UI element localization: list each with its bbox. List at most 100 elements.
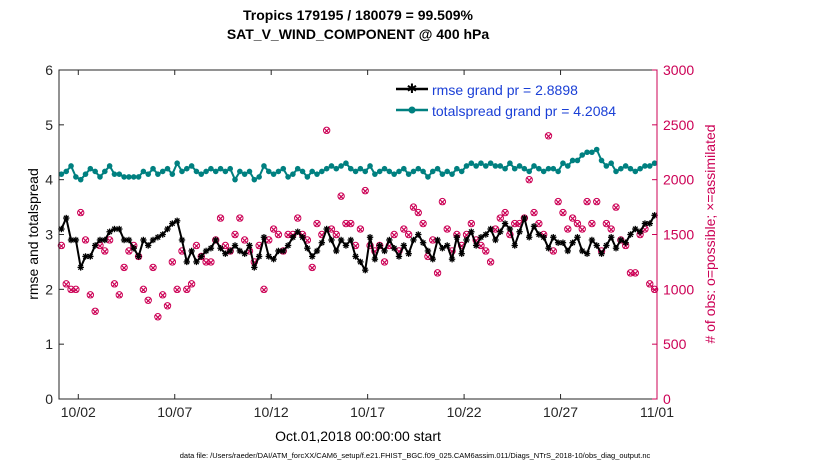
obs-assimilated-stroke	[381, 259, 388, 266]
obs-assimilated-marker	[323, 128, 330, 134]
totalspread-point	[280, 165, 287, 172]
rmse-point-stroke	[642, 220, 648, 227]
rmse-point-stroke	[569, 239, 576, 246]
rmse-point	[212, 236, 219, 244]
obs-assimilated-stroke	[309, 265, 316, 271]
x-tick-label: 10/02	[61, 404, 96, 420]
totalspread-point	[270, 171, 277, 177]
obs-assimilated-marker	[121, 265, 127, 271]
totalspread-point	[232, 176, 238, 183]
totalspread-point	[589, 149, 595, 156]
rmse-point-stroke	[246, 242, 253, 249]
obs-assimilated-stroke	[347, 221, 354, 227]
y-left-tick-label: 2	[45, 281, 53, 297]
y-right-tick-label: 1000	[663, 281, 694, 297]
obs-assimilated-marker	[338, 193, 344, 200]
obs-assimilated-stroke	[603, 221, 610, 227]
obs-assimilated-stroke	[434, 270, 441, 277]
rmse-point-stroke	[73, 237, 79, 243]
rmse-point-stroke	[184, 259, 190, 265]
obs-possible-marker	[313, 219, 321, 228]
obs-possible-marker	[568, 214, 577, 222]
totalspread-point	[212, 168, 219, 175]
totalspread-point	[188, 163, 195, 169]
totalspread-point	[526, 168, 533, 175]
totalspread-point	[608, 160, 614, 167]
obs-assimilated-stroke	[405, 232, 412, 238]
obs-possible-marker	[631, 269, 639, 277]
totalspread-point	[102, 168, 108, 175]
obs-possible-marker	[626, 269, 635, 277]
rmse-point	[583, 250, 591, 257]
obs-assimilated-marker	[203, 259, 209, 266]
obs-assimilated-stroke	[169, 259, 176, 266]
obs-assimilated-marker	[188, 281, 195, 288]
obs-assimilated-marker	[391, 232, 397, 238]
totalspread-point	[275, 168, 282, 175]
rmse-point-stroke	[463, 237, 470, 243]
rmse-point	[241, 250, 248, 257]
rmse-point	[371, 255, 379, 263]
obs-assimilated-stroke	[58, 243, 65, 249]
totalspread-point	[463, 163, 470, 169]
totalspread-point	[150, 165, 156, 172]
obs-assimilated-marker	[237, 215, 243, 222]
obs-assimilated-stroke	[646, 281, 653, 288]
totalspread-point	[507, 160, 513, 167]
obs-assimilated-marker	[208, 259, 214, 266]
obs-assimilated-marker	[497, 215, 504, 222]
rmse-point	[135, 253, 142, 260]
obs-assimilated-marker	[555, 199, 561, 205]
totalspread-point	[246, 168, 253, 175]
obs-possible-marker	[544, 132, 553, 140]
totalspread-point	[516, 163, 523, 169]
obs-assimilated-marker	[309, 265, 316, 271]
rmse-point-stroke	[608, 234, 614, 241]
legend-rmse-label: rmse grand pr = 2.8898	[432, 82, 578, 98]
obs-assimilated-marker	[478, 243, 484, 249]
x-tick-label: 10/22	[447, 404, 482, 420]
obs-assimilated-stroke	[159, 292, 166, 299]
rmse-point-stroke	[584, 250, 590, 257]
totalspread-point	[391, 171, 397, 177]
totalspread-point	[347, 165, 354, 172]
obs-assimilated-stroke	[87, 292, 94, 299]
rmse-point-stroke	[208, 245, 214, 251]
rmse-point	[535, 231, 543, 238]
totalspread-point	[116, 171, 123, 177]
rmse-point	[125, 236, 133, 244]
obs-possible-marker	[332, 230, 340, 239]
rmse-point	[468, 228, 475, 235]
totalspread-point	[555, 168, 561, 175]
rmse-point	[506, 225, 514, 233]
rmse-point	[260, 234, 268, 241]
obs-assimilated-stroke	[92, 308, 98, 315]
rmse-point-stroke	[401, 242, 407, 249]
obs-possible-marker	[443, 225, 451, 233]
obs-assimilated-marker	[169, 259, 176, 266]
totalspread-point	[593, 146, 600, 153]
obs-assimilated-stroke	[126, 248, 132, 255]
rmse-point	[390, 245, 398, 252]
y-left-tick-label: 5	[45, 117, 53, 133]
rmse-point	[217, 245, 224, 252]
obs-assimilated-marker	[439, 199, 446, 205]
obs-assimilated-marker	[651, 287, 658, 293]
rmse-point	[130, 245, 137, 252]
rmse-point-stroke	[468, 228, 475, 235]
obs-possible-marker	[91, 307, 99, 315]
rmse-point	[308, 253, 316, 260]
totalspread-point	[473, 163, 479, 169]
obs-assimilated-marker	[106, 237, 113, 244]
obs-assimilated-marker	[77, 210, 84, 216]
rmse-point	[236, 247, 244, 255]
totalspread-point	[502, 165, 508, 172]
obs-possible-marker	[564, 225, 572, 233]
rmse-point-stroke	[521, 215, 528, 221]
rmse-point	[492, 236, 499, 244]
obs-assimilated-stroke	[482, 248, 489, 255]
rmse-point-stroke	[410, 237, 417, 243]
rmse-point	[424, 247, 432, 255]
obs-possible-marker	[62, 280, 70, 288]
obs-possible-marker	[120, 263, 128, 272]
